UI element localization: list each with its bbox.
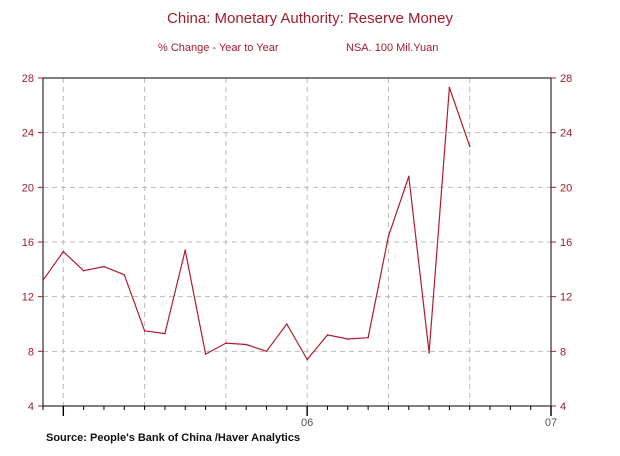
- y-tick-label-left: 12: [22, 292, 34, 304]
- gridlines: [43, 78, 551, 406]
- y-tick-label-right: 16: [560, 237, 572, 249]
- data-point: [184, 249, 187, 251]
- data-point: [286, 323, 288, 325]
- y-tick-label-left: 8: [28, 346, 34, 358]
- y-tick-label-right: 8: [560, 346, 566, 358]
- chart-title: China: Monetary Authority: Reserve Money: [167, 10, 453, 27]
- data-point: [204, 353, 207, 355]
- data-point: [164, 332, 166, 335]
- data-point: [306, 358, 308, 361]
- data-point: [225, 342, 227, 344]
- y-tick-label-left: 20: [22, 182, 34, 194]
- y-tick-label-left: 28: [22, 73, 34, 85]
- data-point: [326, 334, 329, 336]
- y-tick-label-right: 20: [560, 182, 572, 194]
- y-tick-label-right: 12: [560, 292, 572, 304]
- y-tick-label-left: 16: [22, 237, 34, 249]
- y-tick-label-right: 24: [560, 128, 572, 140]
- data-point: [407, 175, 410, 178]
- data-point: [428, 351, 430, 354]
- data-point: [143, 330, 146, 332]
- chart-subtitle-source-units: NSA. 100 Mil.Yuan: [346, 42, 439, 54]
- data-point: [347, 338, 349, 340]
- data-point: [265, 350, 268, 353]
- data-point: [448, 86, 451, 89]
- y-tick-label-right: 4: [560, 401, 566, 413]
- data-point: [123, 274, 126, 276]
- axes: 4 4 8 8 12 12 16 16 20 20 24 24 28 28 06 07: [22, 73, 573, 429]
- series-line: [42, 86, 471, 361]
- data-point: [245, 343, 247, 346]
- data-point: [103, 265, 105, 268]
- y-tick-label-left: 4: [28, 401, 34, 413]
- x-tick-label: 06: [301, 417, 313, 429]
- y-tick-label-left: 24: [22, 128, 34, 140]
- data-point: [62, 250, 65, 253]
- y-tick-label-right: 28: [560, 73, 572, 85]
- data-point: [42, 279, 44, 282]
- data-point: [367, 336, 369, 339]
- data-point: [387, 235, 390, 238]
- x-tick-label: 07: [545, 417, 557, 429]
- chart-subtitle-units: % Change - Year to Year: [158, 42, 279, 54]
- source-note: Source: People's Bank of China /Haver An…: [46, 432, 301, 444]
- data-point: [82, 269, 85, 272]
- series-layer: [42, 86, 471, 361]
- data-point: [468, 145, 471, 148]
